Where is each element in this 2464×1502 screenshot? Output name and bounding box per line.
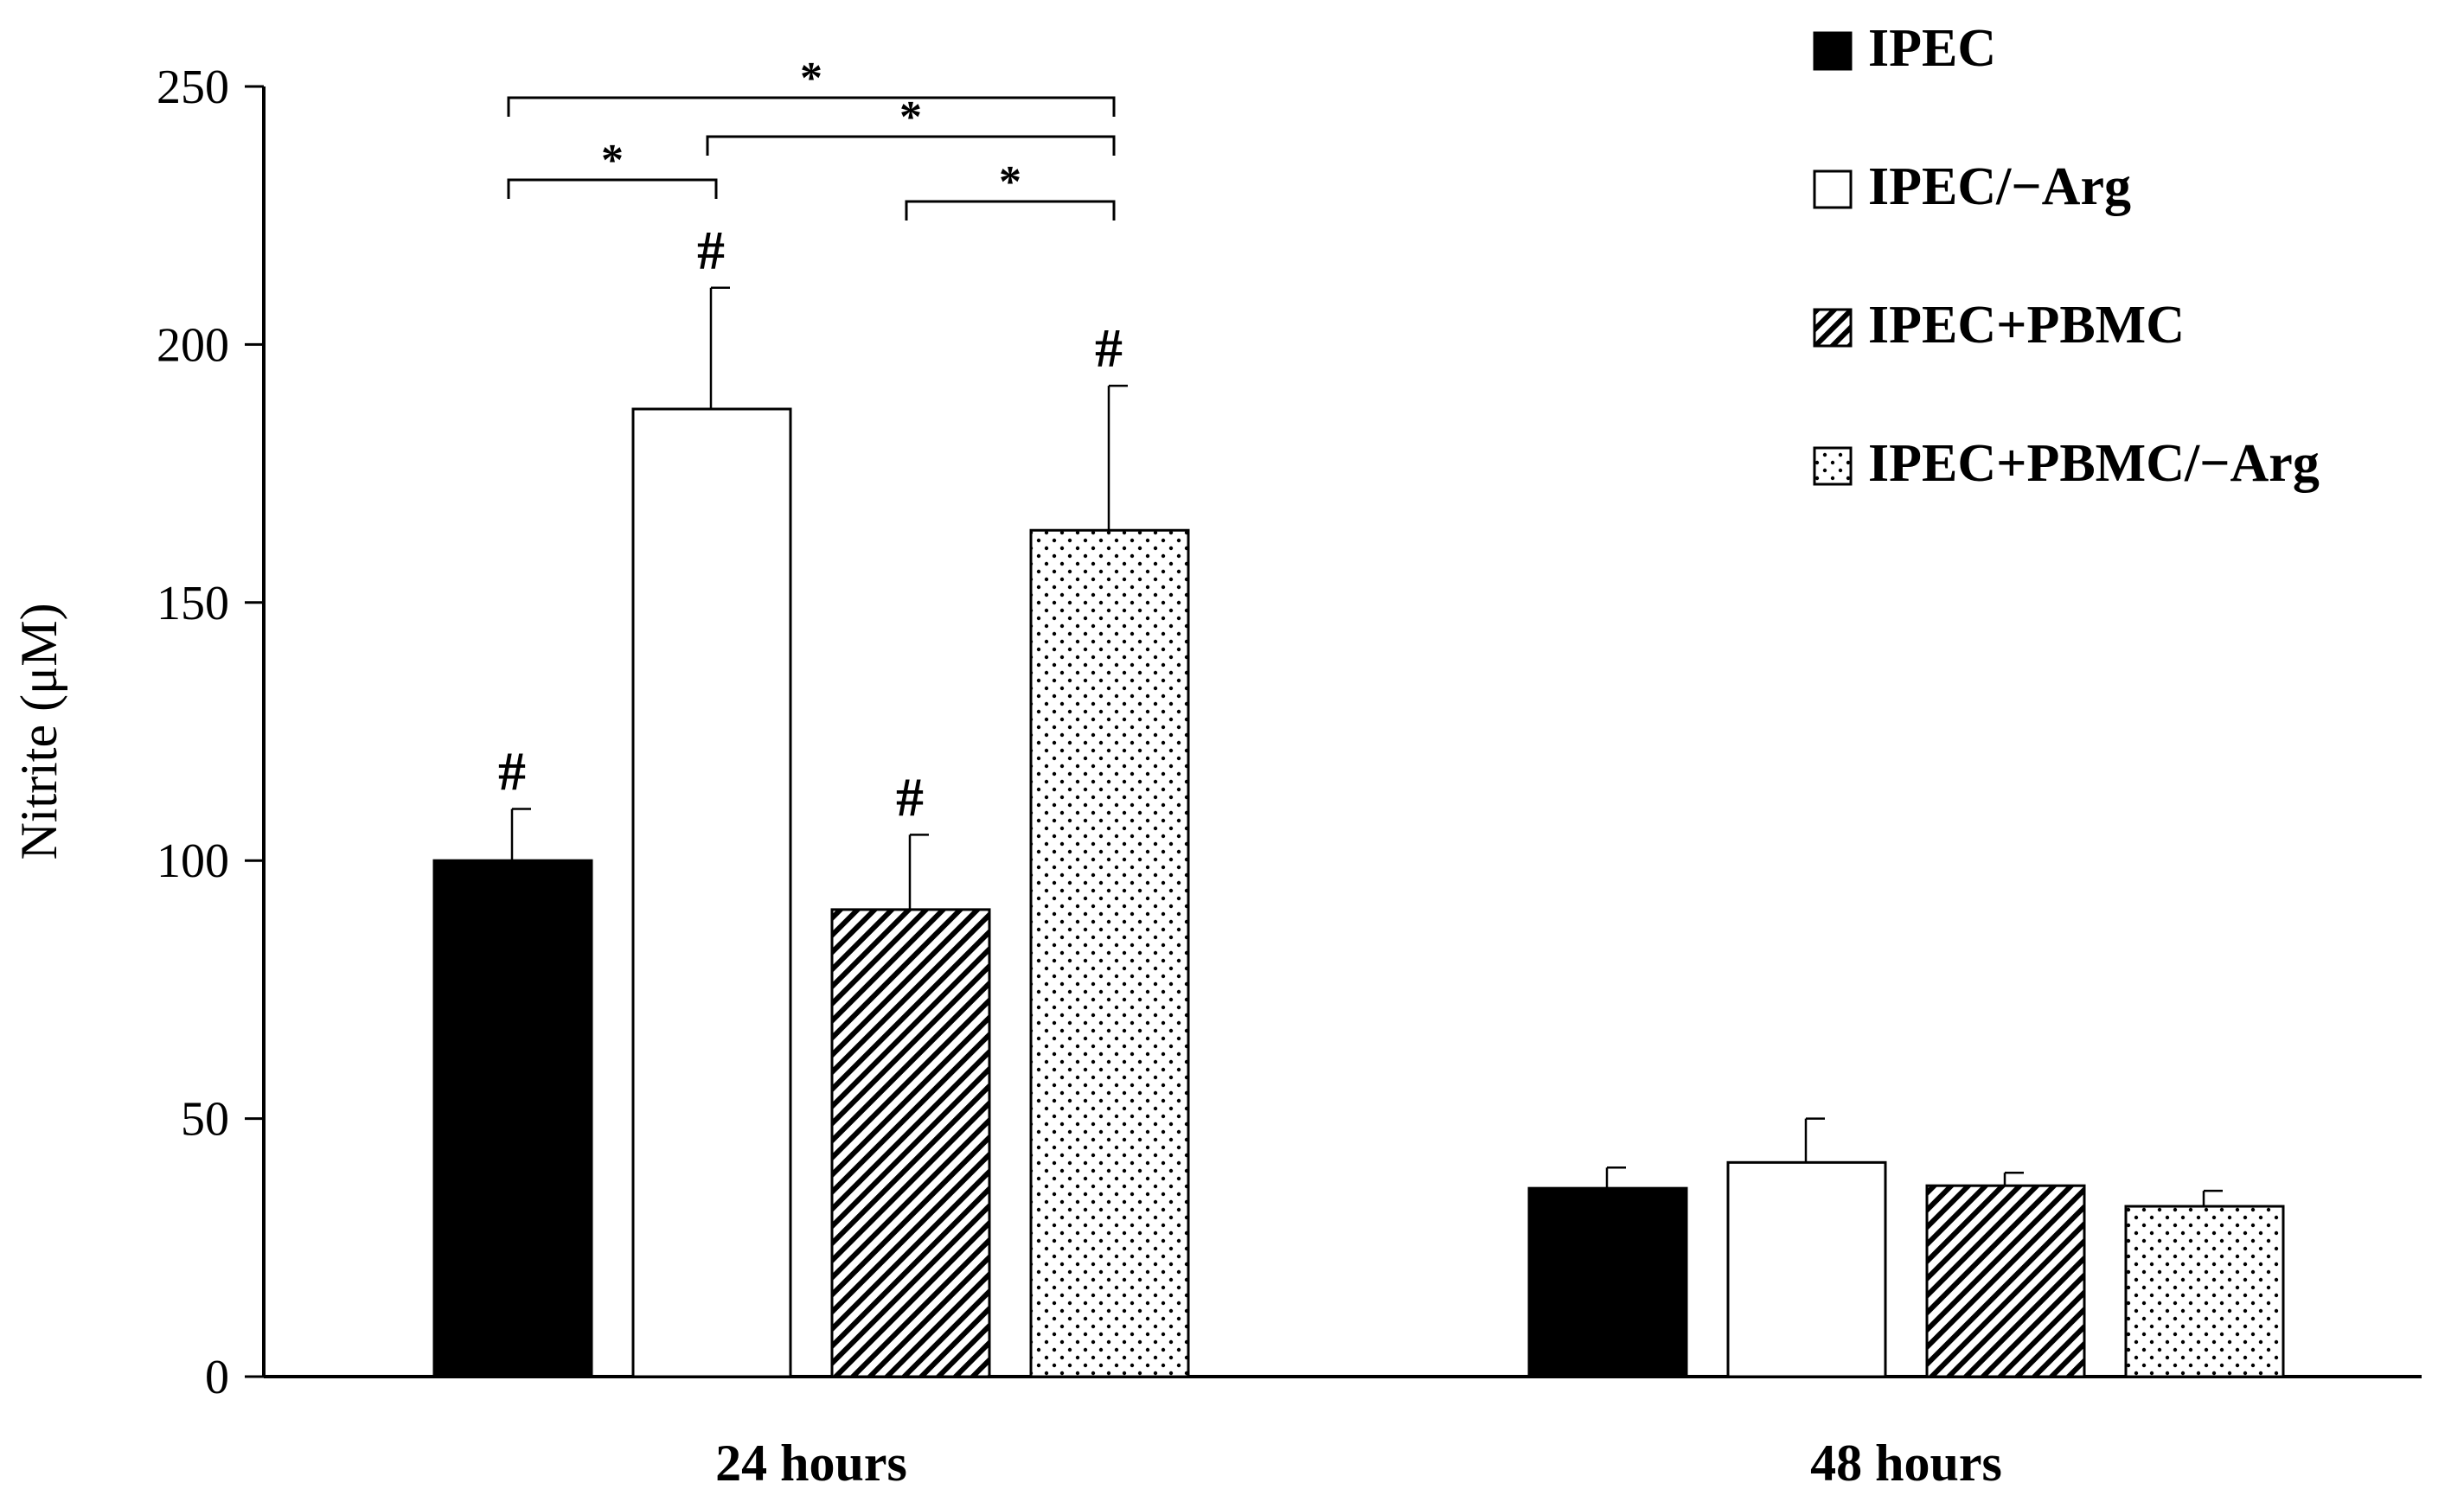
legend-swatch bbox=[1813, 308, 1853, 348]
significance-bracket bbox=[507, 178, 718, 199]
legend-label: IPEC+PBMC/−Arg bbox=[1868, 434, 2320, 493]
y-ticks: 0 50 100 150 200 250 bbox=[157, 61, 264, 1404]
bar bbox=[1029, 528, 1190, 1378]
y-axis-title: Nitrite (μM) bbox=[10, 603, 67, 860]
significance-bracket bbox=[507, 96, 1116, 117]
y-tick-label: 0 bbox=[205, 1351, 229, 1404]
significance-star: * bbox=[601, 136, 624, 185]
legend-swatch bbox=[1813, 31, 1853, 71]
bar bbox=[1726, 1160, 1887, 1378]
legend-label: IPEC+PBMC bbox=[1868, 296, 2185, 355]
category-label: 24 hours bbox=[715, 1435, 907, 1492]
bar bbox=[830, 908, 991, 1378]
significance-mark: # bbox=[1095, 317, 1123, 379]
y-tick-label: 100 bbox=[157, 834, 229, 888]
significance-mark: # bbox=[498, 741, 526, 802]
bar bbox=[631, 407, 792, 1378]
legend: IPEC IPEC/−Arg IPEC+PBMC IPEC+PBMC/−Arg bbox=[1813, 19, 2320, 493]
y-tick-label: 250 bbox=[157, 61, 229, 114]
significance-star: * bbox=[899, 93, 922, 142]
bar-marks: # # # # bbox=[498, 220, 1123, 828]
bar bbox=[432, 859, 593, 1378]
error-bars bbox=[510, 286, 2223, 1207]
bar bbox=[2124, 1205, 2285, 1378]
category-label: 48 hours bbox=[1810, 1435, 2002, 1492]
significance-star: * bbox=[999, 157, 1021, 207]
bar bbox=[1925, 1184, 2086, 1378]
significance-mark: # bbox=[896, 766, 924, 828]
significance-brackets: * * * * bbox=[507, 54, 1116, 221]
y-tick-label: 50 bbox=[181, 1093, 229, 1147]
legend-label: IPEC bbox=[1868, 19, 1996, 78]
y-tick-label: 150 bbox=[157, 577, 229, 630]
significance-star: * bbox=[800, 54, 822, 103]
significance-mark: # bbox=[697, 220, 725, 281]
y-tick-label: 200 bbox=[157, 318, 229, 372]
axes: 0 50 100 150 200 250 bbox=[157, 61, 2422, 1404]
bars bbox=[432, 407, 2285, 1378]
category-labels: 24 hours 48 hours bbox=[715, 1435, 2002, 1492]
bar bbox=[1527, 1186, 1688, 1378]
significance-bracket bbox=[706, 135, 1116, 156]
significance-bracket bbox=[905, 200, 1116, 221]
legend-swatch bbox=[1813, 446, 1853, 486]
legend-swatch bbox=[1813, 169, 1853, 209]
legend-label: IPEC/−Arg bbox=[1868, 157, 2131, 216]
